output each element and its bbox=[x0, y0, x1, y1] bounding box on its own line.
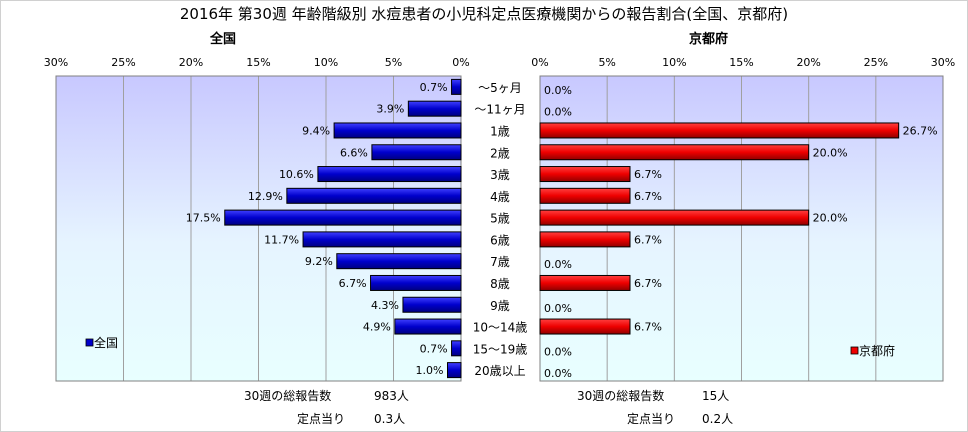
right-data-label: 0.0% bbox=[544, 345, 572, 358]
left-bar bbox=[394, 318, 462, 335]
right-legend-label: 京都府 bbox=[859, 343, 895, 358]
left-bar bbox=[402, 296, 462, 313]
left-per-label: 定点当り bbox=[297, 412, 346, 426]
right-x-tick-label: 30% bbox=[931, 56, 955, 69]
left-legend-label: 全国 bbox=[94, 335, 118, 350]
left-bar bbox=[333, 122, 462, 139]
left-total-label: 30週の総報告数 bbox=[244, 389, 332, 403]
category-label: 7歳 bbox=[490, 255, 510, 269]
left-data-label: 6.6% bbox=[340, 146, 368, 159]
right-bar bbox=[539, 231, 631, 248]
category-label: 8歳 bbox=[490, 277, 510, 291]
right-total-label: 30週の総報告数 bbox=[577, 389, 665, 403]
category-label: 4歳 bbox=[490, 190, 510, 204]
left-total-value: 983人 bbox=[374, 389, 409, 403]
left-legend-swatch bbox=[85, 338, 94, 347]
category-label: 9歳 bbox=[490, 299, 510, 313]
left-bar bbox=[451, 340, 462, 357]
left-data-label: 12.9% bbox=[248, 190, 283, 203]
right-bar bbox=[539, 166, 631, 183]
right-x-tick-label: 5% bbox=[598, 56, 615, 69]
right-data-label: 20.0% bbox=[813, 146, 848, 159]
left-x-tick-label: 5% bbox=[385, 56, 402, 69]
right-bar bbox=[539, 209, 810, 226]
left-data-label: 1.0% bbox=[416, 364, 444, 377]
left-data-label: 9.4% bbox=[302, 124, 330, 137]
right-data-label: 20.0% bbox=[813, 212, 848, 225]
right-data-label: 0.0% bbox=[544, 367, 572, 380]
right-data-label: 6.7% bbox=[634, 190, 662, 203]
left-x-tick-label: 30% bbox=[44, 56, 68, 69]
category-label: 1歳 bbox=[490, 124, 510, 138]
right-per-value: 0.2人 bbox=[702, 412, 734, 426]
right-x-tick-label: 25% bbox=[864, 56, 888, 69]
left-x-tick-label: 0% bbox=[452, 56, 469, 69]
right-bar bbox=[539, 274, 631, 291]
left-x-tick-label: 25% bbox=[111, 56, 135, 69]
category-label: 10～14歳 bbox=[473, 321, 528, 335]
right-x-tick-label: 15% bbox=[729, 56, 753, 69]
left-data-label: 9.2% bbox=[305, 255, 333, 268]
right-x-tick-label: 20% bbox=[796, 56, 820, 69]
right-data-label: 0.0% bbox=[544, 106, 572, 119]
left-plot-border bbox=[55, 75, 462, 382]
left-bar bbox=[407, 100, 462, 117]
left-bar bbox=[286, 187, 462, 204]
left-panel-subtitle: 全国 bbox=[210, 32, 237, 47]
category-label: 3歳 bbox=[490, 168, 510, 182]
right-x-tick-label: 10% bbox=[662, 56, 686, 69]
left-bar bbox=[371, 144, 462, 161]
left-bar bbox=[302, 231, 462, 248]
right-data-label: 6.7% bbox=[634, 168, 662, 181]
right-x-tick-label: 0% bbox=[531, 56, 548, 69]
right-bar bbox=[539, 318, 631, 335]
category-label: 5歳 bbox=[490, 212, 510, 226]
right-total-value: 15人 bbox=[702, 389, 730, 403]
right-bar bbox=[539, 122, 900, 139]
right-per-label: 定点当り bbox=[627, 412, 676, 426]
right-data-label: 6.7% bbox=[634, 321, 662, 334]
category-label: 6歳 bbox=[490, 233, 510, 247]
left-data-label: 10.6% bbox=[279, 168, 314, 181]
left-data-label: 4.3% bbox=[371, 299, 399, 312]
left-bar bbox=[370, 274, 462, 291]
left-bar bbox=[336, 253, 462, 270]
category-label: 15～19歳 bbox=[473, 342, 528, 356]
left-data-label: 4.9% bbox=[363, 321, 391, 334]
right-data-label: 6.7% bbox=[634, 277, 662, 290]
left-data-label: 11.7% bbox=[264, 233, 299, 246]
left-data-label: 3.9% bbox=[376, 103, 404, 116]
right-data-label: 26.7% bbox=[903, 124, 938, 137]
category-label: ～11ヶ月 bbox=[474, 103, 525, 117]
left-bar bbox=[447, 362, 462, 379]
right-legend-swatch bbox=[850, 346, 859, 355]
left-bar bbox=[451, 78, 462, 95]
right-plot-border bbox=[539, 75, 944, 382]
right-bar bbox=[539, 144, 810, 161]
right-data-label: 0.0% bbox=[544, 84, 572, 97]
left-data-label: 6.7% bbox=[339, 277, 367, 290]
left-data-label: 0.7% bbox=[420, 81, 448, 94]
left-data-label: 17.5% bbox=[186, 212, 221, 225]
category-label: 2歳 bbox=[490, 146, 510, 160]
category-label: 20歳以上 bbox=[474, 364, 525, 378]
right-data-label: 6.7% bbox=[634, 233, 662, 246]
category-label: ～5ヶ月 bbox=[478, 81, 522, 95]
right-data-label: 0.0% bbox=[544, 258, 572, 271]
left-x-tick-label: 20% bbox=[179, 56, 203, 69]
left-bar bbox=[224, 209, 462, 226]
right-data-label: 0.0% bbox=[544, 302, 572, 315]
left-data-label: 0.7% bbox=[420, 342, 448, 355]
left-x-tick-label: 10% bbox=[314, 56, 338, 69]
left-x-tick-label: 15% bbox=[246, 56, 270, 69]
chart-title: 2016年 第30週 年齢階級別 水痘患者の小児科定点医療機関からの報告割合(全… bbox=[179, 5, 789, 23]
right-bar bbox=[539, 187, 631, 204]
left-per-value: 0.3人 bbox=[374, 412, 406, 426]
right-panel-subtitle: 京都府 bbox=[689, 32, 729, 47]
left-bar bbox=[317, 166, 462, 183]
